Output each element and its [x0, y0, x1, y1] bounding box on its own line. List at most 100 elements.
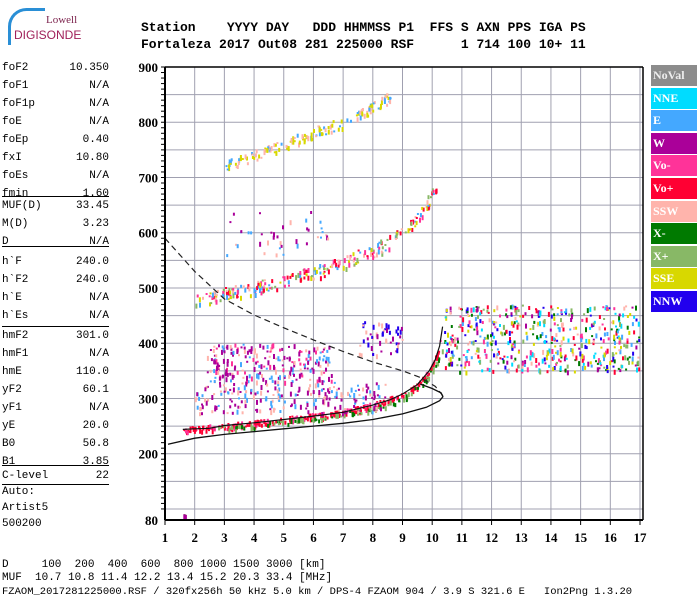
echo-point	[259, 343, 262, 348]
echo-point	[526, 335, 529, 341]
echo-point	[232, 387, 235, 393]
echo-point	[196, 294, 199, 298]
echo-point	[397, 332, 399, 336]
legend-item-sse: SSE	[651, 268, 697, 290]
param-label: M(D)	[2, 218, 29, 230]
legend-item-e: E	[651, 110, 697, 132]
echo-point	[482, 308, 485, 311]
param-value: 0.40	[82, 134, 109, 146]
echo-point	[407, 228, 410, 234]
echo-point	[606, 365, 609, 369]
param-value: 10.80	[75, 152, 109, 164]
echo-point	[353, 393, 356, 398]
echo-point	[374, 403, 377, 407]
echo-point	[445, 341, 448, 344]
echo-point	[296, 394, 299, 396]
echo-point	[222, 358, 225, 364]
echo-point	[414, 387, 417, 391]
echo-point	[511, 304, 514, 310]
echo-point	[291, 367, 294, 373]
echo-point	[357, 410, 360, 414]
echo-point	[459, 324, 462, 329]
echo-point	[322, 399, 325, 405]
echo-point	[631, 356, 634, 362]
echo-point	[271, 344, 274, 350]
echo-point	[248, 286, 251, 292]
echo-point	[322, 265, 325, 268]
echo-point	[290, 138, 293, 143]
echo-point	[310, 275, 313, 278]
echo-point	[237, 424, 240, 427]
echo-point	[330, 374, 333, 378]
echo-point	[255, 149, 258, 154]
echo-point	[638, 336, 641, 339]
param-value: 240.0	[75, 274, 109, 286]
echo-point	[329, 124, 332, 130]
echo-point	[607, 337, 610, 341]
echo-point	[399, 329, 402, 335]
echo-point	[506, 369, 509, 374]
echo-point	[243, 385, 246, 391]
echo-point	[365, 330, 368, 335]
echo-point	[632, 351, 635, 356]
echo-point	[281, 364, 284, 367]
param-row-clevel: C-level 22	[2, 470, 109, 484]
echo-point	[426, 200, 429, 206]
echo-point	[623, 306, 626, 311]
echo-point	[361, 112, 364, 117]
echo-point	[308, 413, 311, 418]
echo-point	[511, 321, 514, 326]
echo-point	[472, 307, 475, 313]
echo-point	[396, 230, 399, 233]
echo-point	[278, 398, 281, 402]
echo-point	[373, 398, 376, 401]
echo-point	[432, 366, 435, 372]
echo-point	[357, 112, 360, 116]
param-row-hf2: h`F2 240.0	[2, 274, 109, 288]
echo-point	[301, 374, 304, 378]
echo-point	[638, 339, 641, 342]
echo-point	[246, 156, 248, 161]
echo-point	[234, 162, 237, 166]
echo-point	[223, 426, 226, 431]
echo-point	[280, 142, 283, 146]
x-tick-label: 1	[162, 530, 169, 545]
echo-point	[570, 314, 573, 320]
echo-point	[464, 334, 467, 337]
echo-point	[314, 270, 317, 275]
param-row-yf2: yF2 60.1	[2, 384, 109, 398]
echo-point	[208, 295, 211, 298]
echo-point	[270, 375, 273, 380]
echo-point	[340, 392, 343, 398]
echo-point	[309, 356, 312, 361]
param-row-md: M(D) 3.23	[2, 218, 109, 232]
echo-point	[436, 357, 439, 361]
echo-point	[199, 412, 201, 417]
param-row-ye: yE 20.0	[2, 420, 109, 434]
echo-point	[270, 231, 273, 234]
echo-point	[287, 280, 290, 285]
echo-point	[397, 326, 400, 331]
echo-point	[243, 349, 246, 354]
echo-point	[355, 399, 358, 402]
echo-point	[493, 353, 495, 358]
echo-point	[467, 329, 470, 333]
param-value: N/A	[89, 292, 109, 304]
echo-point	[288, 374, 291, 379]
echo-point	[479, 319, 482, 324]
echo-point	[561, 322, 563, 328]
echo-point	[401, 393, 404, 398]
echo-point	[209, 424, 212, 429]
echo-point	[253, 156, 256, 160]
echo-point	[431, 191, 434, 196]
echo-point	[637, 321, 640, 327]
echo-point	[610, 321, 613, 324]
echo-point	[231, 361, 233, 367]
echo-point	[318, 127, 321, 132]
echo-point	[419, 217, 421, 223]
echo-point	[377, 403, 380, 408]
param-value: N/A	[89, 98, 109, 110]
echo-point	[217, 404, 220, 407]
echo-point	[438, 358, 440, 363]
echo-point	[226, 168, 229, 171]
